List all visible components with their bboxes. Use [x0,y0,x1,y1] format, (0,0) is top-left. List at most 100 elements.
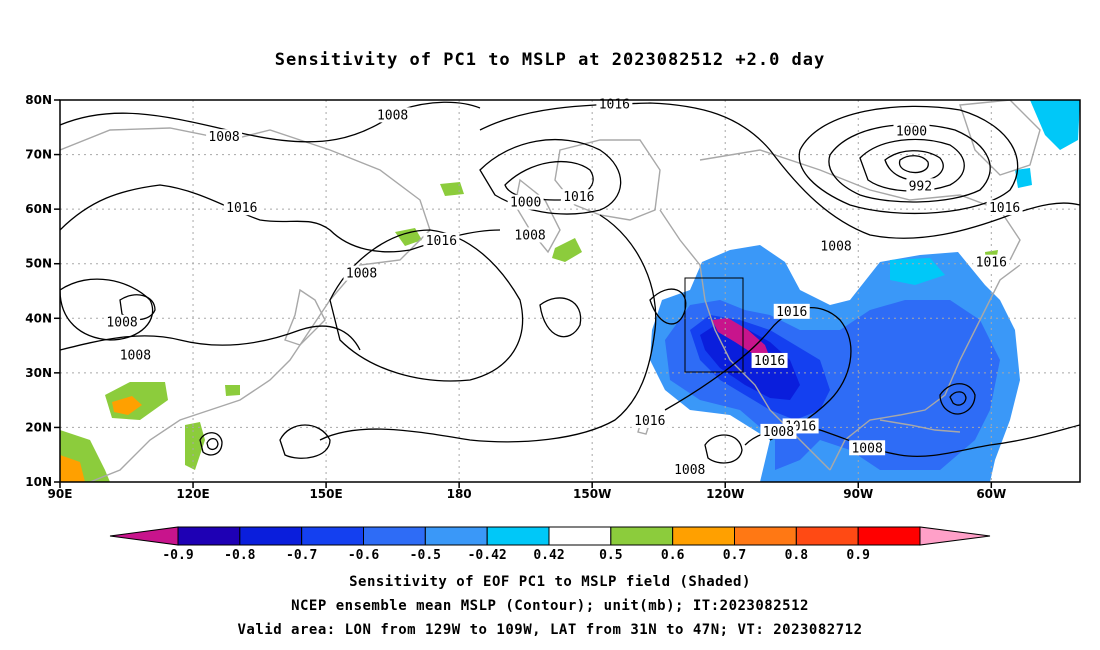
contour-labels: 1008 1016 1008 1016 1008 1016 1000 1008 1016 1000… [104,96,1023,478]
contour-label: 1008 [106,316,137,331]
contour-label: 1016 [776,305,807,320]
sensitivity-shading [60,100,1080,482]
contour-label: 1008 [208,130,239,145]
colorbar-label: 0.6 [661,548,685,563]
contour-label: 1008 [377,108,408,123]
contour-line [479,138,622,215]
contour-label-bg [343,265,380,281]
colorbar-label: 0.7 [723,548,746,563]
contour-line [704,434,743,464]
contour-label: 1008 [851,441,882,456]
contour-line [319,214,657,443]
latitude-labels: 80N 70N 60N 50N 40N 30N 20N 10N [25,93,60,489]
lon-tick-label: 120E [176,487,209,501]
contour-label: 1008 [514,228,545,243]
contour-label-bg [973,254,1010,270]
contour-label-bg [423,232,460,248]
lon-tick-label: 120W [706,487,744,501]
contour-label-bg [560,189,597,205]
contour-line [664,307,852,441]
contour-label-bg [751,352,788,368]
contour-label: 1016 [976,256,1007,271]
contour-line [206,437,219,451]
colorbar-low-arrow [109,526,179,546]
canada-coastline [699,149,1021,261]
contour-label: 1016 [989,201,1020,216]
lat-tick-label: 10N [25,475,52,489]
atlantic-negative-region [1015,168,1032,188]
colorbar-swatch [672,526,736,546]
contour-label-bg [986,200,1023,216]
colorbar-swatch [424,526,488,546]
contour-label: 1008 [820,239,851,254]
contour-line [539,297,582,338]
contour-label-bg [906,178,935,194]
colorbar-label: 0.5 [599,548,622,563]
colorbar-label: -0.8 [224,548,255,563]
lat-tick-label: 60N [25,202,52,216]
contour-label-bg [893,123,930,139]
caption-line-1: Sensitivity of EOF PC1 to MSLP field (Sh… [349,574,751,590]
japan-coastline [284,288,326,346]
contour-label-bg [223,200,260,216]
colorbar-label: -0.6 [348,548,379,563]
colorbar-label: -0.5 [410,548,441,563]
contour-label-bg [507,194,544,210]
contour-label-bg [512,227,549,243]
positive-patch-sea-core [60,455,85,482]
contour-label: 1016 [754,354,785,369]
contour-label: 1008 [763,425,794,440]
contour-line [60,101,481,143]
positive-patch-kamchatka [552,238,582,262]
contour-label: 1008 [674,463,705,478]
lon-tick-label: 180 [447,487,472,501]
colorbar-swatch [177,526,241,546]
negative-sensitivity-peak [712,318,770,358]
asia-coastline [60,127,431,482]
contour-label: 1016 [563,190,594,205]
contour-label: 1016 [634,414,665,429]
map-frame [59,99,1081,483]
north-pacific-negative-region [1030,100,1080,150]
contour-line [60,325,361,351]
lat-tick-label: 20N [25,420,52,434]
colorbar-swatch [795,526,859,546]
north-america-west-coastline [659,209,831,471]
contour-line [279,424,331,459]
contour-label: 1000 [510,196,541,211]
contour-label: 1008 [346,267,377,282]
lat-tick-label: 40N [25,311,52,325]
colorbar-label: 0.9 [846,548,869,563]
contour-label-bg [849,440,886,456]
colorbar-label: 0.8 [785,548,809,563]
caption-line-3: Valid area: LON from 129W to 109W, LAT f… [237,622,863,638]
colorbar-swatch [734,526,797,546]
positive-patch-okhotsk [395,228,422,246]
contour-line [798,105,1019,215]
colorbar-high-arrow [919,526,991,546]
positive-patch-pacific [225,385,240,396]
contour-line [329,229,524,382]
contour-line [898,155,929,174]
contour-label: 992 [909,179,932,194]
contour-label-bg [374,107,411,123]
lat-tick-label: 70N [25,148,52,162]
contour-label-bg [818,238,855,254]
contour-label: 1016 [599,97,630,112]
positive-patch-siberia [440,182,464,196]
caption-line-2: NCEP ensemble mean MSLP (Contour); unit(… [291,598,809,614]
contour-label: 1008 [120,348,151,363]
colorbar-label: -0.7 [286,548,317,563]
lon-tick-label: 90E [48,487,73,501]
positive-patch-china-core [112,396,142,415]
contour-label-bg [206,129,243,145]
contour-line [60,278,154,341]
contour-label-bg [104,314,141,330]
contour-label: 1000 [896,125,927,140]
colorbar-swatch [301,526,364,546]
lon-tick-label: 60W [976,487,1006,501]
contour-line [199,432,223,456]
greenland-coastline [959,100,1041,176]
contour-label: 1016 [426,234,457,249]
